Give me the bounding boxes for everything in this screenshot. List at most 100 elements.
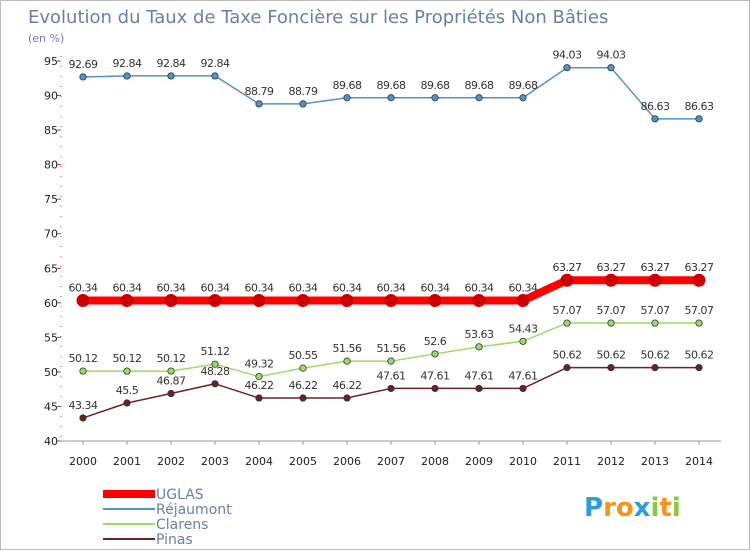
logo-letter: r <box>603 493 616 523</box>
data-point <box>472 293 486 307</box>
data-label: 48.28 <box>201 365 230 378</box>
y-tick-label: 70 <box>44 228 58 241</box>
x-tick-label: 2011 <box>553 455 581 468</box>
y-tick-label: 80 <box>44 159 58 172</box>
data-label: 49.32 <box>245 358 274 371</box>
data-label: 60.34 <box>421 281 450 294</box>
data-label: 50.12 <box>69 352 98 365</box>
data-point <box>560 273 574 287</box>
x-tick-label: 2012 <box>597 455 625 468</box>
data-point <box>211 380 219 388</box>
data-point <box>123 367 131 375</box>
data-point <box>651 364 659 372</box>
data-label: 51.56 <box>333 342 362 355</box>
data-label: 60.34 <box>157 281 186 294</box>
data-point <box>299 364 307 372</box>
data-label: 47.61 <box>377 369 406 382</box>
y-tick-label: 55 <box>44 331 58 344</box>
data-point <box>79 414 87 422</box>
chart-title: Evolution du Taux de Taxe Foncière sur l… <box>28 7 608 28</box>
data-point <box>299 394 307 402</box>
data-point <box>695 319 703 327</box>
y-tick-label: 85 <box>44 124 58 137</box>
y-tick-label: 95 <box>44 55 58 68</box>
data-point <box>563 319 571 327</box>
data-label: 53.63 <box>465 328 494 341</box>
y-tick-label: 90 <box>44 90 58 103</box>
data-label: 60.34 <box>69 281 98 294</box>
data-label: 89.68 <box>509 79 538 92</box>
logo-letter: i <box>672 493 681 523</box>
data-label: 89.68 <box>333 79 362 92</box>
data-point <box>607 319 615 327</box>
legend-label-Pinas: Pinas <box>156 532 193 548</box>
data-label: 45.5 <box>116 384 139 397</box>
data-label: 57.07 <box>553 304 582 317</box>
data-label: 60.34 <box>377 281 406 294</box>
data-label: 50.62 <box>553 349 582 362</box>
data-label: 50.62 <box>685 349 714 362</box>
data-label: 57.07 <box>597 304 626 317</box>
data-point <box>387 384 395 393</box>
x-tick-label: 2009 <box>465 455 493 468</box>
data-label: 57.07 <box>641 304 670 317</box>
y-tick-label: 75 <box>44 193 58 206</box>
data-point <box>76 293 90 307</box>
data-label: 50.62 <box>641 349 670 362</box>
data-point <box>519 384 527 393</box>
data-point <box>651 319 659 327</box>
data-label: 60.34 <box>113 281 142 294</box>
data-label: 86.63 <box>685 100 714 113</box>
data-point <box>296 293 310 307</box>
data-label: 94.03 <box>597 49 626 62</box>
data-point <box>255 394 263 402</box>
data-label: 60.34 <box>465 281 494 294</box>
data-label: 54.43 <box>509 322 538 335</box>
data-label: 60.34 <box>509 281 538 294</box>
series-layer: 60.34 60.34 60.34 60.34 60.34 60.34 60.34 60.34… <box>69 49 714 422</box>
data-point <box>431 350 439 358</box>
chart-subtitle: (en %) <box>28 32 64 45</box>
data-point <box>167 367 175 375</box>
data-point <box>255 100 263 108</box>
data-point <box>475 94 483 102</box>
data-label: 57.07 <box>685 304 714 317</box>
data-label: 50.55 <box>289 349 318 362</box>
data-point <box>299 100 307 108</box>
data-label: 47.61 <box>465 369 494 382</box>
data-label: 92.84 <box>113 57 142 70</box>
data-label: 89.68 <box>377 79 406 92</box>
data-label: 60.34 <box>201 281 230 294</box>
data-label: 50.12 <box>113 352 142 365</box>
logo-letter: o <box>616 493 634 523</box>
y-tick-label: 40 <box>44 435 58 448</box>
data-point <box>120 293 134 307</box>
data-point <box>167 72 175 80</box>
data-label: 88.79 <box>289 85 318 98</box>
data-point <box>431 94 439 102</box>
data-point <box>475 343 483 351</box>
axes: 40 45 50 55 60 65 70 75 80 85 90 95 2000 2001 2002 2003… <box>44 55 721 468</box>
data-label: 46.22 <box>289 379 318 392</box>
data-label: 94.03 <box>553 49 582 62</box>
data-point <box>167 389 175 398</box>
x-tick-label: 2001 <box>113 455 141 468</box>
logo-letter: i <box>651 493 660 523</box>
data-label: 63.27 <box>597 261 626 274</box>
data-point <box>79 73 87 81</box>
data-point <box>340 293 354 307</box>
data-point <box>607 364 615 372</box>
data-point <box>79 367 87 375</box>
data-point <box>604 273 618 287</box>
logo-letter: x <box>634 493 651 523</box>
data-point <box>252 293 266 307</box>
y-tick-label: 65 <box>44 262 58 275</box>
data-point <box>607 64 615 72</box>
data-point <box>695 115 703 123</box>
data-label: 60.34 <box>289 281 318 294</box>
logo-letter: P <box>584 493 603 523</box>
data-label: 92.84 <box>201 57 230 70</box>
legend-label-UGLAS: UGLAS <box>156 487 204 503</box>
